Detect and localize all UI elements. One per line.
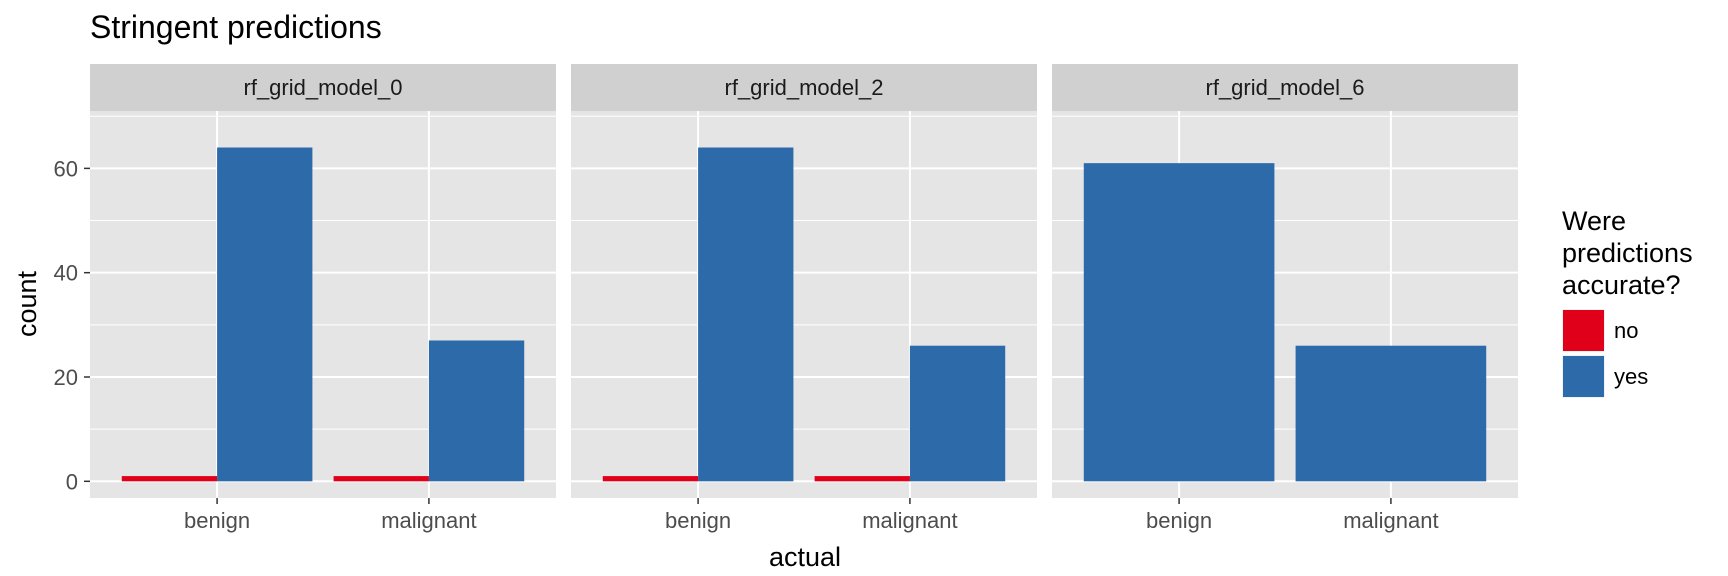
bar-yes	[1295, 345, 1487, 482]
legend-title-line: predictions	[1562, 238, 1693, 268]
bar-yes	[909, 345, 1006, 482]
legend-swatch-no	[1563, 310, 1604, 351]
x-tick-label: malignant	[381, 508, 476, 533]
x-tick-label: benign	[665, 508, 731, 533]
legend-swatch-yes	[1563, 356, 1604, 397]
bar-no	[121, 476, 218, 482]
bar-yes	[428, 340, 525, 482]
y-axis-title: count	[12, 270, 42, 337]
y-tick-label: 40	[54, 261, 78, 286]
chart-title: Stringent predictions	[90, 9, 382, 45]
x-tick-label: benign	[1146, 508, 1212, 533]
facet-label: rf_grid_model_2	[725, 75, 884, 100]
bar-no	[602, 476, 699, 482]
x-tick-label: malignant	[862, 508, 957, 533]
y-tick-label: 60	[54, 156, 78, 181]
facet-strip	[1052, 64, 1518, 111]
y-tick-label: 0	[66, 469, 78, 494]
x-tick-label: malignant	[1343, 508, 1438, 533]
bar-yes	[217, 147, 313, 482]
facet-strip	[90, 64, 556, 111]
legend-label: yes	[1614, 364, 1648, 389]
facet-label: rf_grid_model_6	[1206, 75, 1365, 100]
bar-yes	[1083, 163, 1275, 482]
x-tick-label: benign	[184, 508, 250, 533]
x-axis-title: actual	[769, 542, 841, 572]
legend-title-line: Were	[1562, 206, 1626, 236]
legend-title-line: accurate?	[1562, 270, 1681, 300]
y-tick-label: 20	[54, 365, 78, 390]
facet-label: rf_grid_model_0	[244, 75, 403, 100]
bar-no	[333, 476, 429, 482]
bar-no	[814, 476, 910, 482]
legend-label: no	[1614, 318, 1638, 343]
facet-strip	[571, 64, 1037, 111]
bar-yes	[698, 147, 794, 482]
